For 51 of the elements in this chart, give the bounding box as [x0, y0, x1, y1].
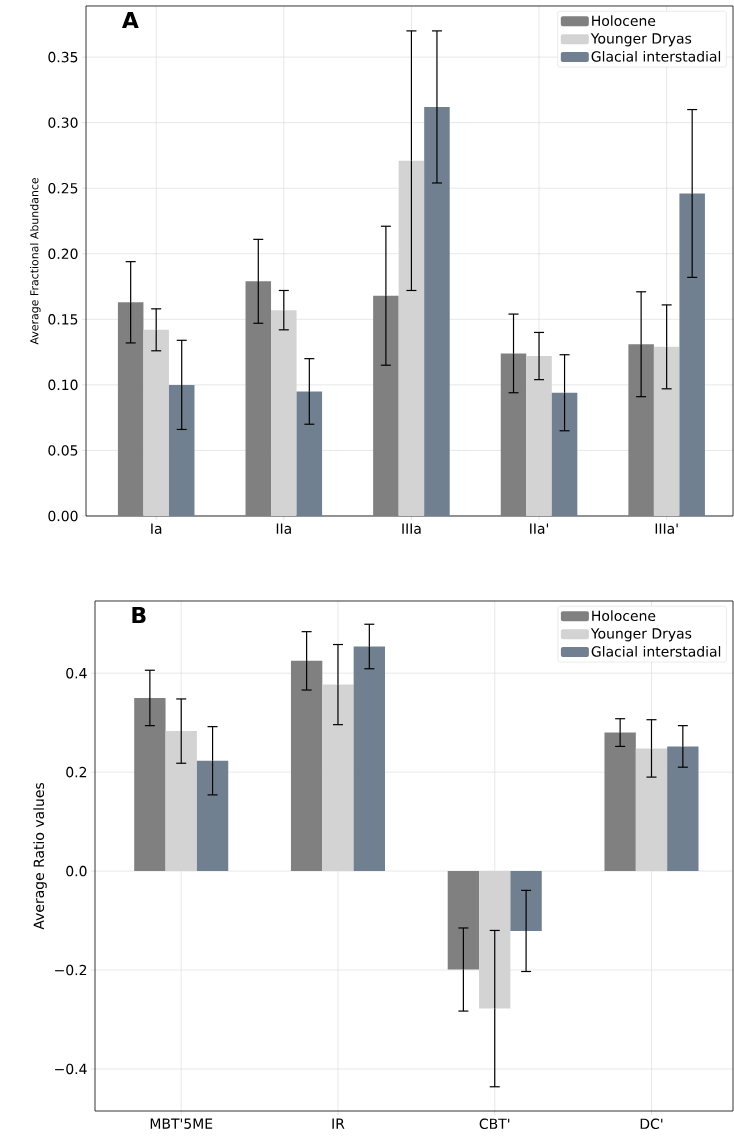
x-tick-label: IIIa': [655, 523, 678, 534]
y-tick-label: 0.15: [48, 314, 78, 325]
x-tick-label: MBT'5ME: [150, 1118, 213, 1129]
legend-label: Glacial interstadial: [591, 645, 721, 657]
bar: [296, 391, 323, 516]
y-tick-label: 0.2: [66, 766, 87, 778]
y-tick-label: 0.25: [48, 182, 78, 194]
bar: [551, 392, 578, 516]
y-tick-label: 0.00: [48, 510, 78, 522]
y-axis-title: Average Fractional Abundance: [29, 177, 41, 345]
x-tick-label: DC': [640, 1118, 663, 1130]
chart-title: B: [132, 607, 146, 624]
chart-title: A: [121, 12, 139, 29]
x-tick-label: IIa: [276, 523, 291, 534]
y-tick-label: −0.2: [55, 964, 87, 976]
y-tick-label: 0.05: [48, 445, 78, 456]
y-tick-label: 0.20: [48, 248, 78, 260]
y-tick-label: 0.0: [66, 865, 87, 877]
bar: [604, 732, 636, 872]
legend-label: Holocene: [592, 610, 656, 622]
legend-label: Younger Dryas: [590, 628, 692, 642]
y-tick-label: 0.4: [66, 667, 87, 679]
y-tick-label: 0.10: [48, 379, 78, 391]
bar: [245, 281, 272, 516]
x-tick-label: Ia: [151, 523, 162, 534]
bar: [447, 871, 480, 970]
bar: [134, 697, 166, 872]
bar: [117, 302, 144, 516]
bar: [628, 344, 654, 516]
bar: [373, 295, 399, 516]
bar: [424, 106, 450, 516]
legend-label: Glacial interstadial: [591, 50, 721, 62]
x-tick-label: IR: [332, 1118, 345, 1129]
x-tick-label: IIa': [530, 523, 549, 534]
legend-label: Younger Dryas: [590, 33, 692, 47]
x-tick-label: IIIa: [402, 523, 421, 534]
y-tick-label: 0.30: [48, 117, 78, 128]
legend-label: Holocene: [592, 15, 656, 27]
bar: [168, 384, 195, 516]
bar: [679, 193, 705, 516]
x-tick-label: CBT': [479, 1118, 510, 1130]
bar: [353, 646, 385, 872]
bar: [500, 353, 527, 516]
bar: [290, 660, 323, 872]
bar: [667, 746, 699, 872]
bar: [322, 684, 354, 872]
bar: [653, 346, 680, 516]
bar: [196, 760, 229, 872]
y-tick-label: −0.4: [55, 1063, 87, 1075]
y-tick-label: 0.35: [48, 51, 78, 63]
y-axis-title: Average Ratio values: [33, 783, 47, 930]
